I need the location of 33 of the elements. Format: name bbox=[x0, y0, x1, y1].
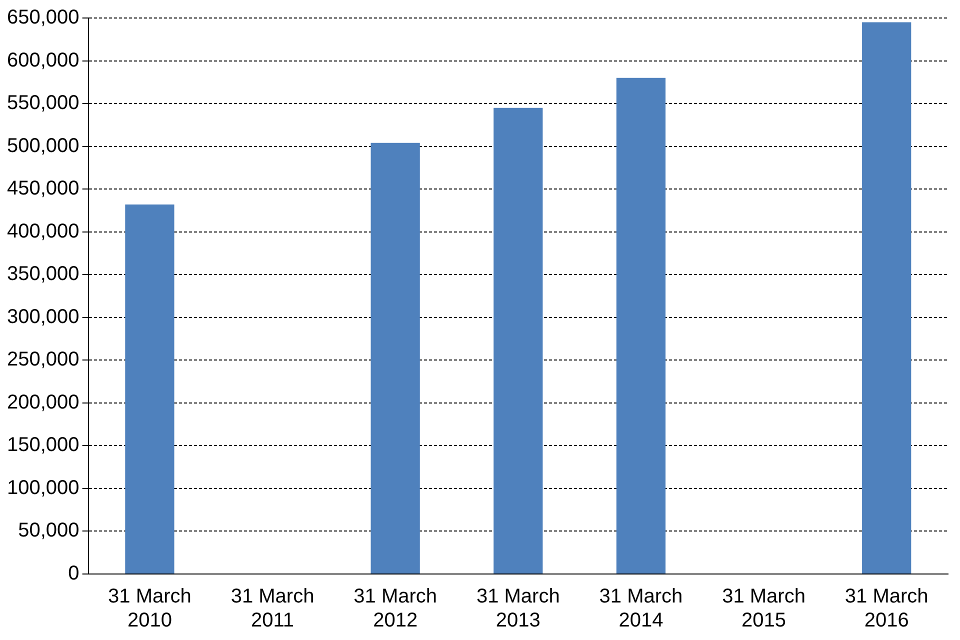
y-tick-label: 500,000 bbox=[7, 134, 80, 157]
bar bbox=[616, 78, 666, 574]
category-label: 31 March bbox=[599, 586, 683, 608]
y-tick-label: 150,000 bbox=[7, 434, 80, 456]
category-label: 2012 bbox=[373, 610, 418, 632]
category-label: 31 March bbox=[108, 586, 192, 608]
category-label: 2016 bbox=[864, 610, 909, 632]
category-label: 31 March bbox=[354, 586, 438, 608]
category-label: 31 March bbox=[844, 586, 928, 608]
bar bbox=[370, 142, 420, 574]
category-label: 2015 bbox=[742, 610, 786, 632]
category-label: 2010 bbox=[127, 610, 172, 632]
category-label: 31 March bbox=[722, 586, 806, 608]
bar bbox=[494, 108, 543, 574]
y-tick-label: 650,000 bbox=[7, 6, 80, 29]
y-tick-label: 550,000 bbox=[7, 92, 80, 114]
y-tick-label: 50,000 bbox=[18, 520, 80, 542]
bar bbox=[125, 204, 174, 574]
y-tick-label: 400,000 bbox=[7, 220, 80, 242]
y-tick-label: 0 bbox=[68, 562, 80, 585]
bar bbox=[862, 22, 912, 574]
y-tick-label: 100,000 bbox=[7, 476, 80, 499]
category-label: 2011 bbox=[251, 610, 294, 632]
y-tick-label: 200,000 bbox=[7, 391, 80, 414]
category-label: 31 March bbox=[476, 586, 560, 608]
category-label: 2014 bbox=[618, 610, 664, 632]
y-tick-label: 350,000 bbox=[7, 263, 80, 286]
y-tick-label: 600,000 bbox=[7, 49, 80, 72]
category-label: 2013 bbox=[496, 610, 540, 632]
y-tick-label: 250,000 bbox=[7, 348, 80, 371]
y-tick-label: 450,000 bbox=[7, 178, 80, 200]
y-tick-label: 300,000 bbox=[7, 306, 80, 328]
category-label: 31 March bbox=[230, 586, 314, 608]
